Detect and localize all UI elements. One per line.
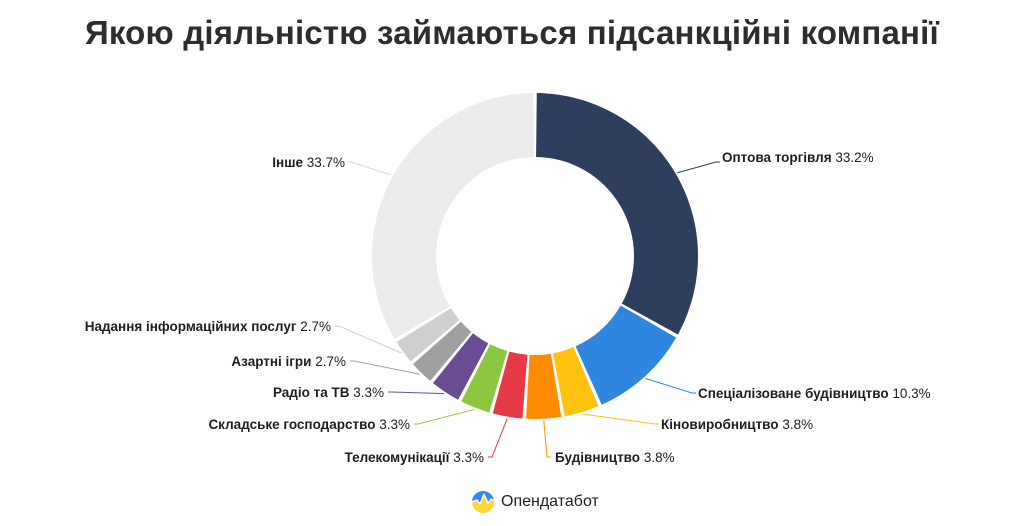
brand-footer: Опендатабот xyxy=(471,488,599,516)
slice-7 xyxy=(432,333,489,400)
leader-line-7 xyxy=(388,391,445,395)
slice-label-10: Інше 33.7% xyxy=(272,155,345,170)
slice-label-1: Оптова торгівля 33.2% xyxy=(722,150,874,165)
slice-3 xyxy=(553,347,599,417)
leader-lines xyxy=(335,161,720,458)
slice-label-7: Радіо та ТВ 3.3% xyxy=(273,385,384,400)
leader-line-9 xyxy=(335,325,402,354)
slice-label-9: Надання інформаційних послуг 2.7% xyxy=(85,319,331,334)
slice-5 xyxy=(492,351,528,419)
leader-line-1 xyxy=(677,161,720,174)
slice-6 xyxy=(461,344,508,413)
slice-4 xyxy=(526,353,562,419)
slice-labels: Оптова торгівля 33.2% Спеціалізоване буді… xyxy=(85,150,931,465)
donut-slices xyxy=(372,93,698,419)
slice-9 xyxy=(396,308,460,362)
leader-line-6 xyxy=(414,408,475,425)
leader-line-2 xyxy=(645,377,696,394)
opendatabot-logo-icon xyxy=(472,491,494,513)
slice-1 xyxy=(536,93,698,335)
slice-label-3: Кіновиробництво 3.8% xyxy=(661,417,813,432)
slice-label-2: Спеціалізоване будівництво 10.3% xyxy=(698,386,931,401)
slice-2 xyxy=(575,305,677,405)
leader-line-8 xyxy=(350,360,420,375)
slice-label-6: Складське господарство 3.3% xyxy=(208,417,410,432)
chart-title: Якою діяльністю займаються підсанкційні … xyxy=(84,14,940,51)
slice-8 xyxy=(412,321,472,381)
slice-label-4: Будівництво 3.8% xyxy=(555,450,675,465)
brand-name: Опендатабот xyxy=(501,493,599,510)
slice-10 xyxy=(372,93,534,339)
slice-label-5: Телекомунікації 3.3% xyxy=(345,450,485,465)
leader-line-3 xyxy=(582,413,659,425)
slice-label-8: Азартні ігри 2.7% xyxy=(231,354,346,369)
leader-line-10 xyxy=(347,161,392,176)
leader-line-4 xyxy=(543,420,551,458)
leader-line-5 xyxy=(488,418,508,458)
